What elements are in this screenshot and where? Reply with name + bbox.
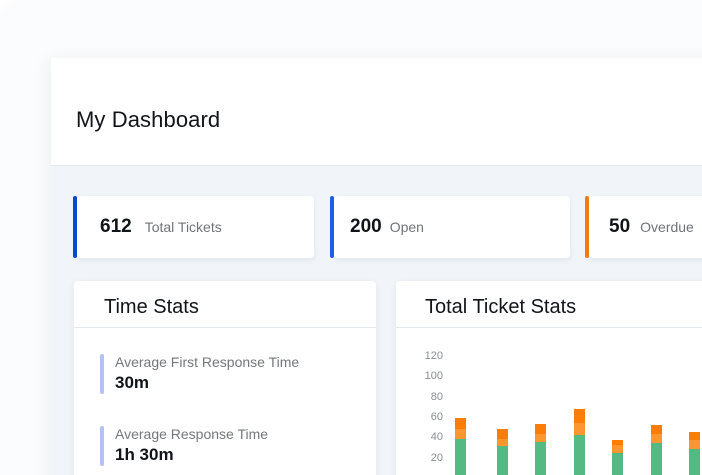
bar-segment (574, 423, 585, 436)
stat-accent-bar (585, 196, 589, 258)
time-stat-value: 30m (115, 373, 150, 392)
bar-segment (574, 408, 585, 424)
bar-segment (612, 445, 623, 453)
bar-segment (455, 429, 466, 440)
panel-title: Time Stats (104, 296, 199, 318)
chart-bar[interactable] (455, 417, 466, 475)
time-stat-label: Average Response Time (115, 426, 269, 442)
stat-label: Total Tickets (144, 219, 222, 235)
stat-accent-bar (73, 196, 77, 258)
bar-segment (535, 442, 546, 475)
bar-segment (689, 448, 700, 475)
stat-card-total-tickets[interactable]: 612 Total Tickets (73, 196, 314, 258)
chart-bar[interactable] (689, 432, 700, 475)
stat-value: 200 (350, 216, 382, 237)
bar-segment (612, 440, 623, 446)
bar-segment (574, 435, 585, 475)
panel-header: Total Ticket Stats (396, 281, 702, 328)
y-axis-tick: 20 (430, 452, 443, 464)
stat-card-open[interactable]: 200 Open (330, 196, 570, 258)
bar-segment (612, 452, 623, 475)
bar-segment (689, 440, 700, 449)
chart-bar[interactable] (612, 440, 623, 475)
stat-value: 612 (100, 216, 132, 237)
bar-segment (651, 434, 662, 444)
y-axis-tick: 100 (424, 370, 443, 382)
time-stat-accent (100, 354, 104, 394)
dashboard-app: My Dashboard 612 Total Tickets 200 Open … (51, 58, 702, 475)
time-stat-accent (100, 426, 104, 466)
stat-card-overdue[interactable]: 50 Overdue (585, 196, 702, 258)
bar-segment (455, 417, 466, 430)
chart-bar[interactable] (535, 424, 546, 475)
bar-segment (535, 424, 546, 435)
bar-segment (535, 434, 546, 443)
time-stat-label: Average First Response Time (115, 354, 300, 370)
bar-segment (455, 439, 466, 475)
stat-label: Open (389, 219, 424, 235)
bar-segment (651, 443, 662, 475)
time-stats-panel: Time Stats Average First Response Time 3… (74, 281, 376, 475)
stat-value: 50 (609, 216, 631, 237)
stat-accent-bar (330, 196, 334, 258)
bar-segment (497, 439, 508, 447)
stat-label: Overdue (640, 219, 694, 235)
y-axis-tick: 120 (424, 350, 443, 362)
bar-segment (689, 432, 700, 441)
page-header: My Dashboard (51, 58, 702, 166)
chart-bar[interactable] (651, 425, 662, 475)
page-title: My Dashboard (76, 107, 221, 132)
y-axis-tick: 80 (430, 391, 443, 403)
y-axis-tick: 40 (430, 431, 443, 443)
chart-bar[interactable] (497, 429, 508, 475)
panel-title: Total Ticket Stats (425, 296, 577, 318)
panel-header: Time Stats (74, 281, 376, 328)
stacked-bar-chart: 120 100 80 60 40 20 (396, 328, 702, 475)
chart-bar[interactable] (574, 408, 585, 475)
time-stat-value: 1h 30m (115, 445, 174, 464)
bar-segment (497, 446, 508, 475)
ticket-stats-panel: Total Ticket Stats 120 100 80 60 40 20 (396, 281, 702, 475)
bar-segment (497, 429, 508, 440)
bar-segment (651, 425, 662, 435)
y-axis-tick: 60 (430, 411, 443, 423)
